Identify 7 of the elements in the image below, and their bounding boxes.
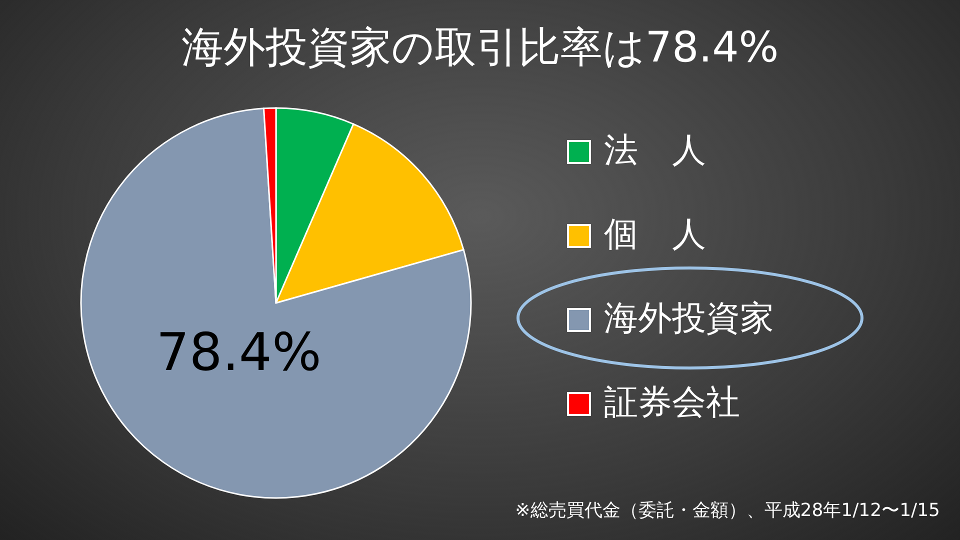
legend-label: 海外投資家 [604,298,774,338]
legend-label: 個 人 [604,214,706,254]
legend-label: 法 人 [604,130,706,170]
chart-title: 海外投資家の取引比率は78.4% [181,22,779,72]
text: ※総売買代金（委託・金額）、平成28年1/12〜1/15 [515,500,940,521]
data-label: 78.4% [156,322,322,383]
legend-label: 証券会社 [604,382,740,422]
